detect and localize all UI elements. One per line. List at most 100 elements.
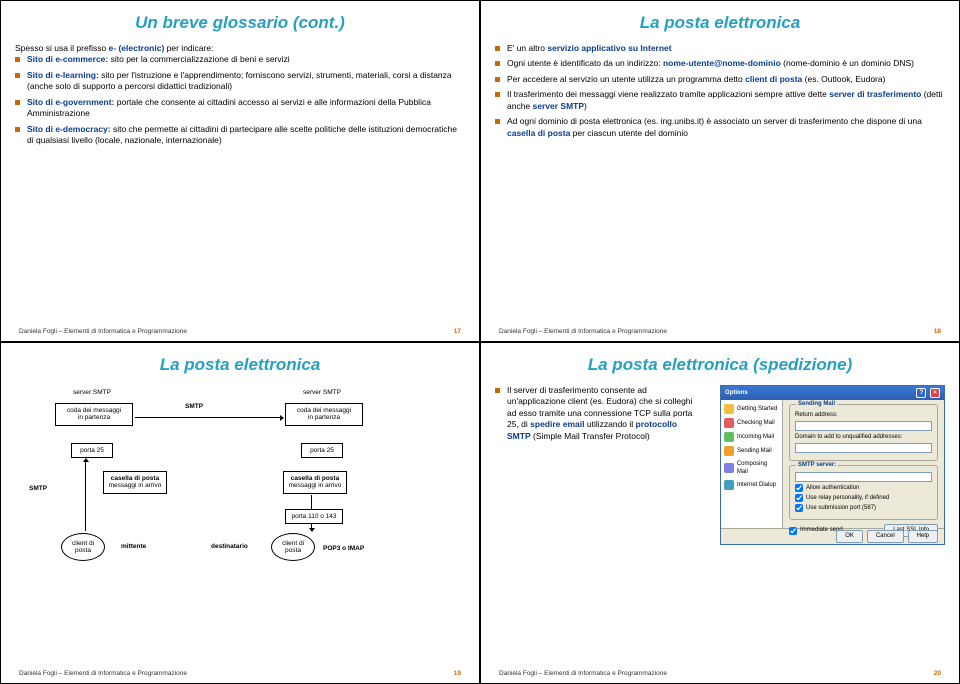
close-icon[interactable]: × xyxy=(930,388,940,398)
category-label: Checking Mail xyxy=(737,419,775,427)
send-bullet: Il server di trasferimento consente ad u… xyxy=(495,385,702,442)
slide-body: Il server di trasferimento consente ad u… xyxy=(495,385,945,668)
glossary-list: Sito di e-commerce: sito per la commerci… xyxy=(15,54,465,146)
options-sidebar: Getting Started Checking Mail Incoming Mai… xyxy=(721,400,783,528)
checkbox[interactable] xyxy=(795,484,803,492)
email-item: Per accedere al servizio un utente utili… xyxy=(495,74,945,85)
box-port25-right: porta 25 xyxy=(301,443,343,458)
group-label: Sending Mail xyxy=(796,400,837,408)
form-row xyxy=(795,443,932,453)
email-term: nome-utente@nome-dominio xyxy=(663,58,781,68)
checkbox[interactable] xyxy=(795,504,803,512)
group-label: SMTP server: xyxy=(796,461,838,469)
email-term: server SMTP xyxy=(533,101,585,111)
box-queue-out-right: coda dei messaggi in partenza xyxy=(285,403,363,426)
intro-line: Spesso si usa il prefisso e- (electronic… xyxy=(15,43,465,54)
label-smtp-between: SMTP xyxy=(185,403,203,410)
email-item: E' un altro servizio applicativo su Inte… xyxy=(495,43,945,54)
category-label: Getting Started xyxy=(737,405,777,413)
field-label: Domain to add to unqualified addresses: xyxy=(795,433,902,441)
category-label: Internet Dialup xyxy=(737,481,776,489)
box-mailbox-right: casella di posta messaggi in arrivo xyxy=(283,471,347,494)
group-smtp: SMTP server: Allow authenticationUse rel… xyxy=(789,465,938,520)
help-button[interactable]: Help xyxy=(908,530,938,542)
label-incoming: messaggi in arrivo xyxy=(289,482,342,489)
intro-term: e- (electronic) xyxy=(109,43,165,53)
glossary-item: Sito di e-commerce: sito per la commerci… xyxy=(15,54,465,65)
glossary-term: Sito di e-democracy: xyxy=(27,124,111,134)
options-panel: Sending Mail Return address: Domain to ad… xyxy=(783,400,944,528)
label-mittente: mittente xyxy=(121,543,146,550)
footer-text: Daniela Fogli – Elementi di Informatica … xyxy=(499,670,667,677)
group-sending-mail: Sending Mail Return address:Domain to ad… xyxy=(789,404,938,461)
ok-button[interactable]: OK xyxy=(836,530,863,542)
box-mailbox-left: casella di posta messaggi in arrivo xyxy=(103,471,167,494)
category-icon xyxy=(724,463,734,473)
window-controls: ? × xyxy=(914,388,940,398)
label-client: client di posta xyxy=(282,540,304,554)
slide-body: Spesso si usa il prefisso e- (electronic… xyxy=(15,43,465,326)
slide-footer: Daniela Fogli – Elementi di Informatica … xyxy=(495,326,945,337)
box-queue-out-left: coda dei messaggi in partenza xyxy=(55,403,133,426)
text-input[interactable] xyxy=(795,443,932,453)
label-incoming: messaggi in arrivo xyxy=(109,482,162,489)
slide-glossary: Un breve glossario (cont.) Spesso si usa… xyxy=(0,0,480,342)
ellipse-client-left: client di posta xyxy=(61,533,105,561)
slide-title: Un breve glossario (cont.) xyxy=(15,13,465,33)
label-smtp-left: SMTP xyxy=(29,485,47,492)
category-label: Sending Mail xyxy=(737,447,772,455)
checkbox-row: Use submission port (587) xyxy=(795,504,932,512)
email-list: E' un altro servizio applicativo su Inte… xyxy=(495,43,945,139)
footer-text: Daniela Fogli – Elementi di Informatica … xyxy=(19,328,187,335)
glossary-term: Sito di e-government: xyxy=(27,97,114,107)
form-row xyxy=(795,421,932,431)
category-icon xyxy=(724,446,734,456)
options-category[interactable]: Internet Dialup xyxy=(721,478,782,492)
options-category[interactable]: Incoming Mail xyxy=(721,430,782,444)
category-label: Composing Mail xyxy=(737,460,779,476)
email-term: casella di posta xyxy=(507,128,570,138)
arrow-smtp-between xyxy=(135,417,283,418)
options-category[interactable]: Getting Started xyxy=(721,402,782,416)
cancel-button[interactable]: Cancel xyxy=(867,530,904,542)
page-number: 17 xyxy=(454,328,461,335)
slide-footer: Daniela Fogli – Elementi di Informatica … xyxy=(15,326,465,337)
email-term: server di trasferimento xyxy=(829,89,921,99)
checkbox-row: Allow authentication xyxy=(795,484,932,492)
slide-email-send: La posta elettronica (spedizione) Il ser… xyxy=(480,342,960,684)
glossary-item: Sito di e-democracy: sito che permette a… xyxy=(15,124,465,147)
email-term: client di posta xyxy=(745,74,802,84)
slide-title: La posta elettronica xyxy=(15,355,465,375)
checkbox-label: Allow authentication xyxy=(806,484,859,492)
slide-title: La posta elettronica (spedizione) xyxy=(495,355,945,375)
text-input[interactable] xyxy=(795,421,932,431)
ellipse-client-right: client di posta xyxy=(271,533,315,561)
page-number: 20 xyxy=(934,670,941,677)
checkbox-label: Use relay personality, if defined xyxy=(806,494,889,502)
intro-tail: per indicare: xyxy=(164,43,213,53)
checkbox-row: Use relay personality, if defined xyxy=(795,494,932,502)
options-category[interactable]: Composing Mail xyxy=(721,458,782,478)
label-pop-imap: POP3 o IMAP xyxy=(323,545,364,552)
options-window: Options ? × Getting Started Checking Mail… xyxy=(720,385,945,545)
category-icon xyxy=(724,418,734,428)
options-category[interactable]: Checking Mail xyxy=(721,416,782,430)
smtp-server-input[interactable] xyxy=(795,472,932,482)
slide-body: E' un altro servizio applicativo su Inte… xyxy=(495,43,945,326)
window-titlebar[interactable]: Options ? × xyxy=(721,386,944,400)
label-destinatario: destinatario xyxy=(211,543,248,550)
glossary-item: Sito di e-learning: sito per l'istruzion… xyxy=(15,70,465,93)
checkbox[interactable] xyxy=(795,494,803,502)
slide-title: La posta elettronica xyxy=(495,13,945,33)
slide-email-diagram: La posta elettronica server SMTP coda de… xyxy=(0,342,480,684)
form-row: Return address: xyxy=(795,411,932,419)
options-category[interactable]: Sending Mail xyxy=(721,444,782,458)
label-queue-out: coda dei messaggi in partenza xyxy=(67,407,121,421)
slide-email-intro: La posta elettronica E' un altro servizi… xyxy=(480,0,960,342)
help-icon[interactable]: ? xyxy=(916,388,926,398)
category-icon xyxy=(724,432,734,442)
label-mailbox: casella di posta xyxy=(291,475,339,482)
slide-footer: Daniela Fogli – Elementi di Informatica … xyxy=(495,668,945,679)
email-item: Ogni utente è identificato da un indiriz… xyxy=(495,58,945,69)
checkbox-immediate[interactable] xyxy=(789,527,797,535)
